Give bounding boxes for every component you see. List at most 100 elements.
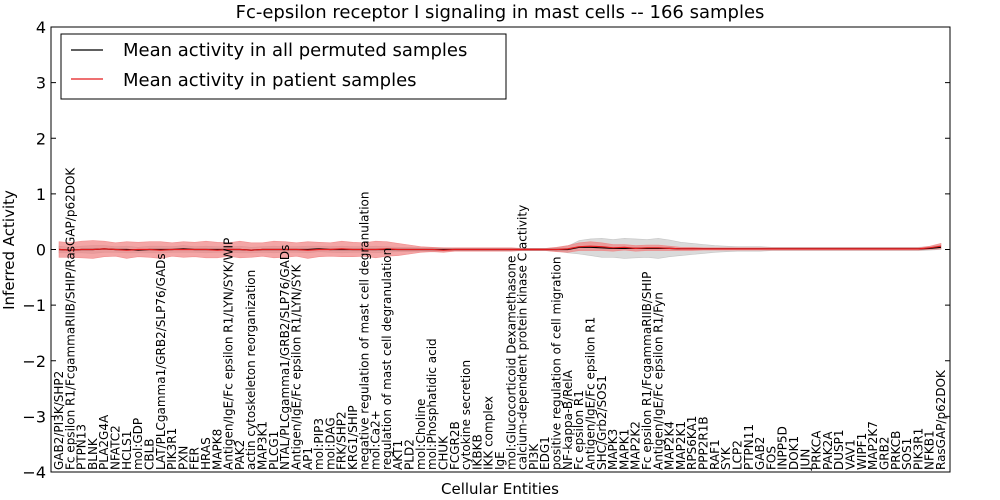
- category-label: DUSP1: [832, 429, 846, 470]
- category-label: Fc epsilon R1/FcgammaRIIB/SHIP: [640, 272, 654, 470]
- category-label: HRAS: [199, 437, 213, 470]
- category-label: PAK2A: [821, 431, 835, 470]
- category-label: regulation of mast cell degranulation: [380, 248, 394, 470]
- category-label: PLCG1: [267, 431, 281, 470]
- category-label: PXN: [176, 446, 190, 470]
- category-label: calcium-dependent protein kinase C activ…: [516, 205, 530, 470]
- category-label: NFATC2: [109, 425, 123, 470]
- category-label: mol:Ca2+: [369, 410, 383, 470]
- category-label: PRKCA: [810, 430, 824, 470]
- category-label: SYK: [719, 446, 733, 470]
- category-label: PAK2: [233, 440, 247, 470]
- category-label: MAP2K4: [663, 421, 677, 470]
- category-label: MAP2K2: [629, 421, 643, 470]
- y-axis-ticks: 4 3 2 1 0 −1 −2 −3 −4: [22, 18, 950, 482]
- category-label: IgE: [493, 451, 507, 470]
- category-label: Fc epsilon R1/FcgammaRIIB/SHIP/RasGAP/p6…: [63, 167, 77, 470]
- legend-label-permuted: Mean activity in all permuted samples: [123, 40, 467, 61]
- category-label: RAF1: [708, 439, 722, 470]
- category-label: positive regulation of cell migration: [550, 257, 564, 470]
- category-label: CBLB: [143, 439, 157, 471]
- category-label: MAPK8: [210, 429, 224, 470]
- category-label: PLA2G4A: [97, 414, 111, 470]
- category-label: IKK complex: [482, 396, 496, 470]
- category-label: mol:DAG: [323, 417, 337, 470]
- category-label: RPS6KA1: [685, 416, 699, 470]
- x-axis-label: Cellular Entities: [441, 480, 559, 498]
- category-label: SHC/Grb2/SOS1: [595, 375, 609, 470]
- y-tick-label: −4: [22, 463, 46, 482]
- category-label: Antigen/IgE/Fc epsilon R1/LYN/SYK: [290, 263, 304, 470]
- category-label: negative regulation of mast cell degranu…: [357, 191, 371, 470]
- category-label: DOK1: [787, 436, 801, 470]
- y-tick-label: 2: [36, 129, 46, 148]
- category-label: MAP2K7: [866, 421, 880, 470]
- category-label: IKBKB: [470, 434, 484, 470]
- category-label: mol:Glucocorticoid Dexamethasone: [504, 256, 518, 470]
- legend-label-patient: Mean activity in patient samples: [123, 70, 417, 91]
- category-label: INPP5D: [776, 426, 790, 470]
- category-label: MAP2K1: [674, 421, 688, 470]
- category-label: PLD2: [403, 439, 417, 470]
- category-label: EDG1: [538, 436, 552, 470]
- category-label: PTPN11: [742, 424, 756, 470]
- category-label: RasGAP/p62DOK: [934, 369, 948, 470]
- category-label: PRKCB: [889, 431, 903, 470]
- category-label: LAT/PLCgamma1/GRB2/SLP76/GADs: [154, 253, 168, 470]
- category-label: Antigen/IgE/Fc epsilon R1/Fyn: [651, 292, 665, 470]
- y-axis-label: Inferred Activity: [0, 190, 18, 310]
- category-label: WIPF1: [855, 433, 869, 470]
- y-tick-label: 4: [36, 18, 46, 37]
- category-label: HCLS1: [120, 431, 134, 470]
- y-tick-label: 0: [36, 241, 46, 260]
- category-label: FER: [188, 447, 202, 470]
- category-label: GAB2: [753, 437, 767, 470]
- category-label: AP1: [301, 447, 315, 470]
- category-label: GRB2: [878, 437, 892, 471]
- patient-mean-line: [58, 245, 942, 251]
- category-label: mol:Choline: [414, 399, 428, 470]
- chart-title: Fc-epsilon receptor I signaling in mast …: [236, 2, 765, 23]
- y-tick-label: −2: [22, 352, 46, 371]
- category-label: JUN: [798, 449, 812, 471]
- plot-frame: [50, 26, 951, 473]
- category-label: PIK3R1: [165, 428, 179, 470]
- category-label: CHUK: [437, 435, 451, 470]
- y-tick-label: −1: [22, 296, 46, 315]
- category-label: mol:PIP3: [312, 418, 326, 470]
- category-label: FOS: [764, 446, 778, 470]
- category-label: PI3K: [527, 443, 541, 470]
- category-label: PTPN13: [75, 424, 89, 470]
- category-label: mol:Phosphatidic acid: [425, 338, 439, 470]
- category-label: NTAL/PLCgamma1/GRB2/SLP76/GADs: [278, 245, 292, 470]
- category-label: MAP3K1: [256, 421, 270, 470]
- category-label: KRG1/SHIP: [346, 405, 360, 470]
- y-tick-label: 1: [36, 185, 46, 204]
- activity-lines: [58, 245, 942, 251]
- category-label: GAB2/PI3K/SHP2: [52, 371, 66, 470]
- y-tick-label: 3: [36, 74, 46, 93]
- category-label: FRK/SHP2: [335, 411, 349, 470]
- category-label: actin cytoskeleton reorganization: [244, 270, 258, 470]
- y-tick-label: −3: [22, 407, 46, 426]
- category-label: LCP2: [731, 440, 745, 470]
- category-label: AKT1: [391, 440, 405, 470]
- category-label: BLNK: [86, 437, 100, 470]
- category-label: SOS1: [900, 438, 914, 470]
- category-label: Antigen/IgE/Fc epsilon R1/LYN/SYK/WIP: [222, 238, 236, 470]
- category-label: FCGR2B: [448, 421, 462, 470]
- legend-box: [60, 33, 507, 100]
- category-label: Fc epsilon R1: [572, 390, 586, 470]
- category-label: PIK3R1: [911, 428, 925, 470]
- category-label: NFKB1: [923, 430, 937, 470]
- category-label: Antigen/IgE/Fc epsilon R1: [584, 317, 598, 470]
- legend: Mean activity in all permuted samples Me…: [60, 33, 507, 100]
- category-label: PPP2R1B: [697, 416, 711, 470]
- category-label: NF-kappa-B/RelA: [561, 369, 575, 470]
- category-label: mol:GDP: [131, 418, 145, 470]
- category-label: VAV1: [844, 439, 858, 470]
- category-label: MAPK3: [606, 429, 620, 470]
- category-label: cytokine secretion: [459, 360, 473, 470]
